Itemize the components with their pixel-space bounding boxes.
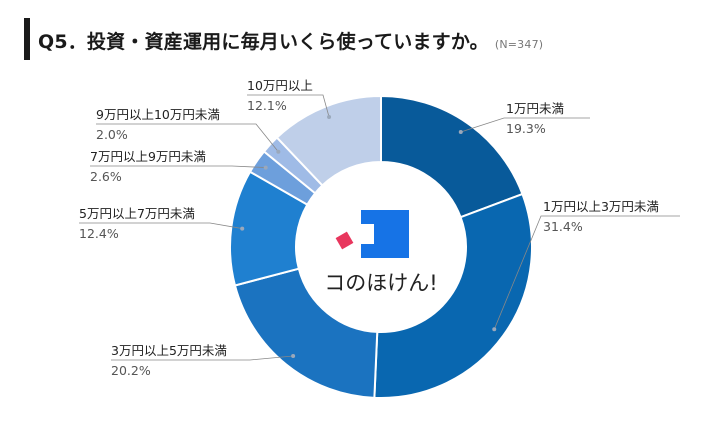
slice-category-label: 7万円以上9万円未満 [90, 149, 206, 164]
slice-category-label: 5万円以上7万円未満 [79, 206, 195, 221]
slice-value-label: 12.1% [247, 98, 287, 113]
logo-pink-diamond [335, 231, 354, 250]
slice-category-label: 3万円以上5万円未満 [111, 343, 227, 358]
slice-category-label: 1万円以上3万円未満 [543, 199, 659, 214]
leader-line [460, 117, 590, 133]
leader-dot [291, 353, 296, 358]
leader-line [90, 165, 266, 168]
slice-value-label: 20.2% [111, 363, 151, 378]
leader-dot [492, 327, 497, 332]
leader-dot [240, 226, 245, 231]
slice-value-label: 2.6% [90, 169, 122, 184]
slice-category-label: 1万円未満 [506, 101, 564, 116]
logo-text: コのほけん! [324, 271, 437, 295]
slice-value-label: 2.0% [96, 127, 128, 142]
slice-category-label: 10万円以上 [247, 78, 313, 93]
donut-slices [229, 94, 533, 399]
logo-blue-mark [361, 210, 409, 258]
leader-line [79, 222, 243, 229]
donut-slice [373, 192, 533, 399]
chart-title: Q5．投資・資産運用に毎月いくら使っていますか。 (N=347) [38, 27, 543, 54]
sample-size-note: (N=347) [494, 38, 544, 51]
slice-value-label: 12.4% [79, 226, 119, 241]
slice-labels: 1万円未満 19.3% 1万円以上3万円未満 31.4% 3万円以上5万円未満 20.2%… [79, 78, 659, 378]
leader-lines [79, 94, 680, 361]
title-accent-bar [24, 18, 30, 60]
konohoken-logo: コのほけん! [324, 210, 438, 295]
donut-slice [380, 94, 524, 219]
slice-category-label: 9万円以上10万円未満 [96, 107, 220, 122]
leader-line [247, 94, 330, 118]
slice-value-label: 19.3% [506, 121, 546, 136]
leader-dot [327, 114, 332, 119]
leader-dot [458, 129, 463, 134]
chart-title-text: Q5．投資・資産運用に毎月いくら使っていますか。 [38, 31, 489, 53]
leader-line [493, 215, 680, 330]
leader-line [96, 123, 279, 153]
leader-line [111, 355, 294, 361]
leader-dot [276, 149, 281, 154]
leader-dot [263, 165, 268, 170]
donut-slice [275, 94, 382, 187]
slice-value-label: 31.4% [543, 219, 583, 234]
